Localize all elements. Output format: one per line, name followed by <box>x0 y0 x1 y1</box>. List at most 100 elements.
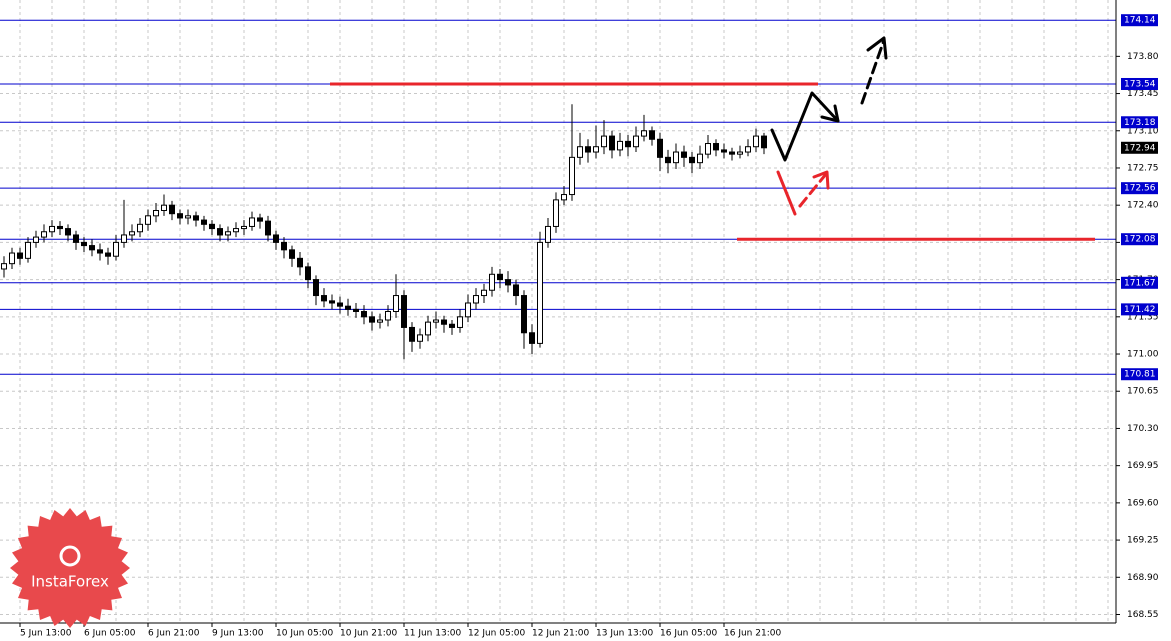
y-tick-label: 172.40 <box>1127 201 1159 211</box>
y-tick-label: 169.60 <box>1127 498 1159 508</box>
candle-body <box>129 231 135 236</box>
forecast-arrows <box>770 36 888 216</box>
candle-body <box>553 199 559 227</box>
candle-body <box>145 215 151 225</box>
candle-body <box>289 249 295 259</box>
y-tick-label: 173.45 <box>1127 89 1159 99</box>
candle-body <box>257 217 263 222</box>
level-label: 171.67 <box>1124 278 1156 288</box>
candle-body <box>297 257 303 268</box>
level-tag <box>1121 116 1158 129</box>
candle-body <box>441 319 447 325</box>
y-tick-label: 169.25 <box>1127 536 1159 546</box>
y-tick-label: 173.80 <box>1127 52 1159 62</box>
candle-body <box>537 241 543 344</box>
candle-body <box>89 245 95 251</box>
candle-body <box>305 266 311 281</box>
candle-body <box>713 143 719 151</box>
candle-body <box>233 228 239 233</box>
y-tick-label: 170.30 <box>1127 424 1159 434</box>
black-arrow <box>770 91 840 162</box>
candle-body <box>665 156 671 164</box>
candle-body <box>593 146 599 153</box>
candle-body <box>41 231 47 238</box>
candle-body <box>377 319 383 323</box>
y-tick-label: 168.90 <box>1127 573 1159 583</box>
candle-body <box>729 151 735 155</box>
candle-body <box>25 241 31 259</box>
grid <box>0 0 1116 623</box>
candle-body <box>169 204 175 215</box>
candle-body <box>457 316 463 328</box>
candle-body <box>57 225 63 230</box>
level-tag <box>1121 276 1158 289</box>
red-arrow-head <box>812 170 830 190</box>
y-tick-label: 171.35 <box>1127 312 1159 322</box>
logo-text: InstaForex <box>31 573 109 591</box>
level-label: 172.08 <box>1124 235 1156 245</box>
candle-body <box>609 135 615 151</box>
candle-body <box>697 153 703 164</box>
level-label: 174.14 <box>1124 16 1156 26</box>
candle-body <box>417 334 423 342</box>
candle-body <box>617 140 623 151</box>
x-tick-label: 11 Jun 13:00 <box>404 629 461 639</box>
candle-body <box>217 228 223 236</box>
candle-body <box>49 225 55 233</box>
candle-body <box>1 263 7 270</box>
candle-body <box>337 302 343 307</box>
candle-body <box>185 215 191 219</box>
candle-body <box>113 241 119 257</box>
candle-body <box>545 225 551 243</box>
level-label: 170.81 <box>1124 370 1156 380</box>
candle-body <box>529 332 535 344</box>
x-tick-label: 6 Jun 05:00 <box>84 629 136 639</box>
candle-body <box>641 130 647 137</box>
level-label: 173.18 <box>1124 118 1156 128</box>
candle-body <box>625 140 631 148</box>
level-label: 171.42 <box>1124 305 1156 315</box>
candle-body <box>385 311 391 321</box>
candle-body <box>761 135 767 149</box>
candle-body <box>505 279 511 286</box>
price-tag <box>1121 141 1158 154</box>
candle-body <box>353 308 359 312</box>
x-tick-label: 12 Jun 21:00 <box>532 629 589 639</box>
levels <box>0 19 1116 375</box>
candle-body <box>65 228 71 236</box>
black-arrow-head <box>820 104 840 123</box>
candle-body <box>209 223 215 230</box>
candle-body <box>81 241 87 247</box>
level-tag <box>1121 77 1158 90</box>
logo-icon <box>59 545 81 567</box>
candle-body <box>649 130 655 140</box>
candles <box>1 104 767 360</box>
x-tick-label: 16 Jun 21:00 <box>724 629 781 639</box>
candle-body <box>273 234 279 243</box>
red-arrow <box>776 170 797 216</box>
x-tick-label: 6 Jun 21:00 <box>148 629 200 639</box>
candle-body <box>345 305 351 310</box>
candle-body <box>753 135 759 148</box>
candle-body <box>9 252 15 265</box>
candle-body <box>721 149 727 153</box>
candle-body <box>225 231 231 236</box>
candle-body <box>521 295 527 334</box>
black-dashed-arrow-head <box>866 36 888 60</box>
x-tick-label: 10 Jun 21:00 <box>340 629 397 639</box>
candle-body <box>489 273 495 291</box>
x-tick-label: 16 Jun 05:00 <box>660 629 717 639</box>
candle-body <box>601 135 607 148</box>
candle-body <box>465 302 471 318</box>
candle-body <box>73 234 79 243</box>
level-tag <box>1121 14 1158 27</box>
candle-body <box>153 210 159 217</box>
candle-body <box>745 146 751 153</box>
y-tick-label: 169.95 <box>1127 461 1159 471</box>
x-tick-label: 13 Jun 13:00 <box>596 629 653 639</box>
candle-body <box>449 323 455 328</box>
candle-body <box>401 295 407 328</box>
level-tag <box>1121 182 1158 195</box>
